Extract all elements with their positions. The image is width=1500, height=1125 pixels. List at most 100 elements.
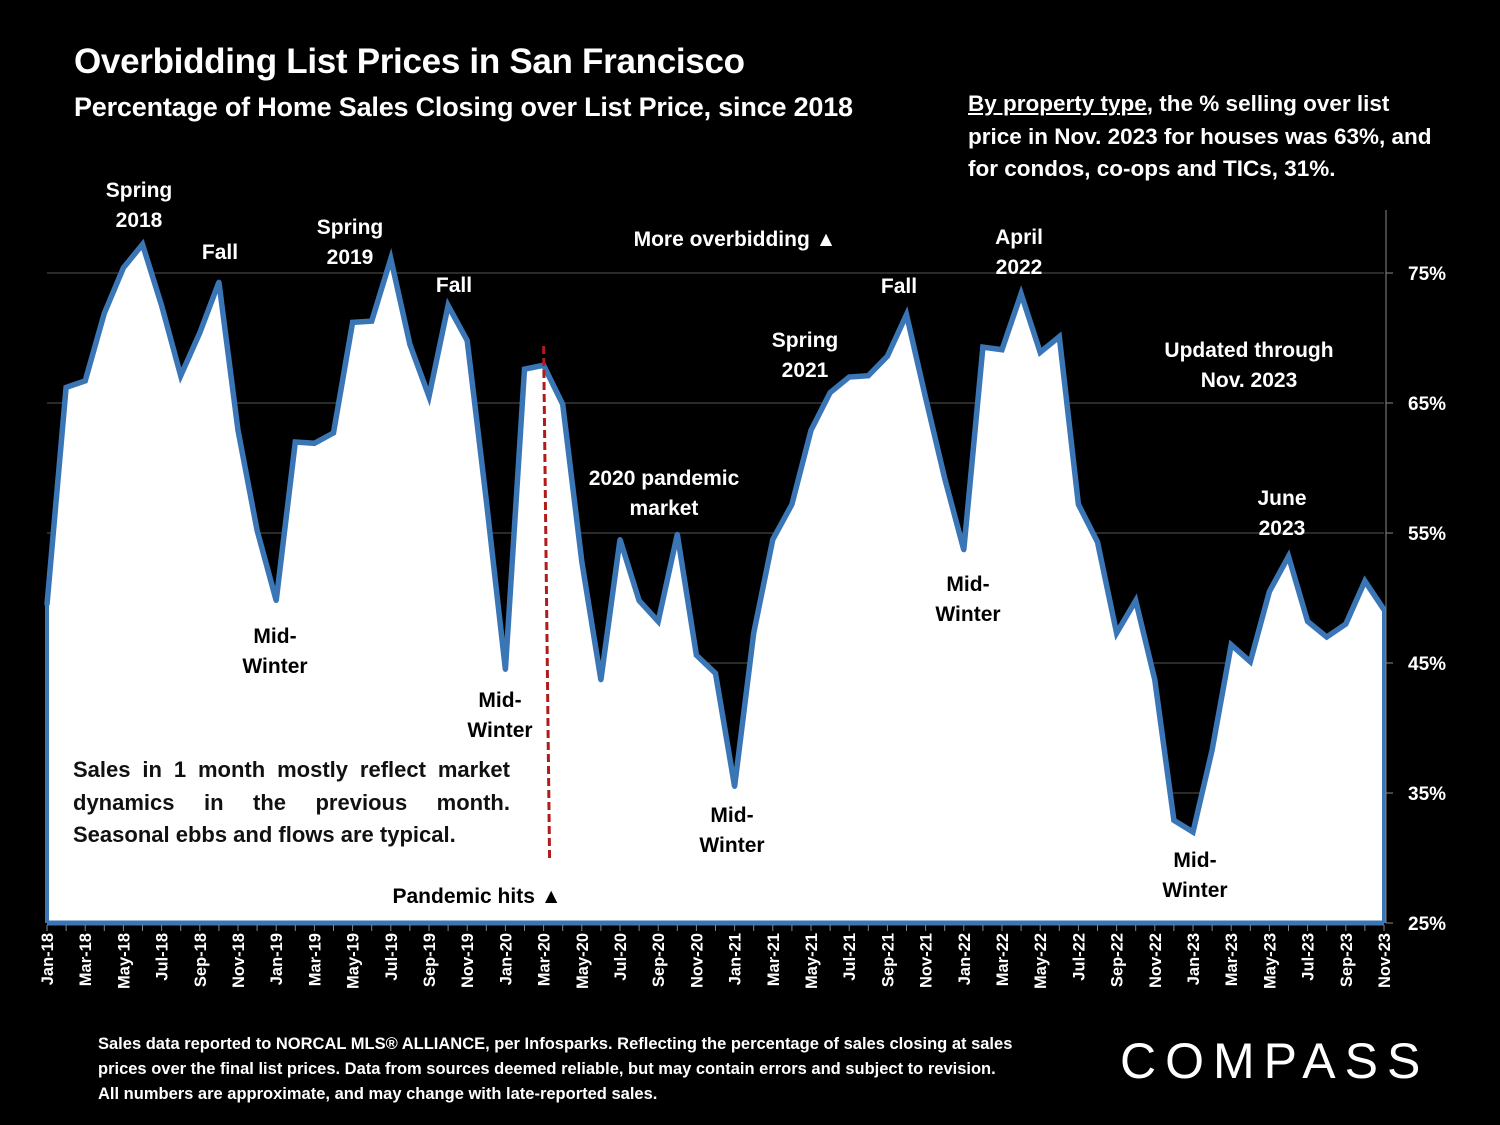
- data-point: [120, 265, 126, 271]
- annotation-april-2022-line: April: [995, 226, 1043, 249]
- y-tick-label: 75%: [1408, 264, 1446, 285]
- x-tick-label: Jul-20: [612, 933, 630, 981]
- annotation-spring-2018: Spring 2018: [106, 176, 173, 236]
- data-point: [1286, 553, 1291, 559]
- x-tick-label: Mar-22: [994, 933, 1012, 986]
- annotation-2020-pandemic-market-line: market: [629, 497, 699, 520]
- x-tick-label: May-22: [1032, 933, 1050, 989]
- data-point: [751, 630, 757, 636]
- data-point: [904, 312, 909, 318]
- area-layer: [44, 238, 1387, 926]
- x-tick-label: Nov-22: [1147, 933, 1165, 988]
- annotation-updated-through-line: Updated through: [1164, 339, 1334, 362]
- annotation-fall-2021-line: Fall: [880, 275, 918, 298]
- data-point: [1228, 642, 1234, 648]
- data-point: [923, 395, 929, 401]
- data-point: [350, 319, 356, 325]
- data-point: [292, 439, 298, 445]
- data-point: [464, 338, 470, 344]
- compass-logo: COMPASS: [1120, 1033, 1430, 1089]
- x-tick-label: Nov-23: [1376, 933, 1394, 988]
- data-point: [732, 784, 738, 789]
- source-footnote: Sales data reported to NORCAL MLS® ALLIA…: [98, 1035, 1013, 1103]
- x-tick-label: May-18: [115, 933, 133, 989]
- annotation-spring-2021-line: 2021: [781, 359, 829, 382]
- annotation-spring-2018-line: 2018: [115, 209, 163, 232]
- x-tick-label: May-21: [803, 933, 821, 989]
- x-tick-label: May-19: [345, 933, 363, 989]
- annotation-midwinter-2023-line: Winter: [1162, 879, 1228, 902]
- data-point: [331, 430, 336, 436]
- data-point: [942, 475, 948, 481]
- data-point: [178, 373, 184, 379]
- data-point: [140, 241, 145, 247]
- data-point: [1133, 598, 1139, 604]
- data-point: [273, 598, 279, 604]
- data-point: [235, 427, 241, 433]
- data-point: [1075, 501, 1081, 507]
- x-tick-label: Nov-19: [459, 933, 477, 988]
- data-point: [674, 531, 680, 537]
- x-tick-label: Sep-18: [192, 933, 210, 987]
- annotation-pandemic-hits: Pandemic hits ▲: [393, 882, 562, 912]
- data-point: [999, 347, 1005, 353]
- x-tick-label: Jul-23: [1300, 933, 1318, 981]
- data-point: [44, 602, 50, 607]
- data-point: [1343, 621, 1349, 627]
- x-tick-label: Jan-22: [956, 933, 974, 985]
- x-tick-label: Sep-22: [1109, 933, 1127, 987]
- x-tick-label: Jan-20: [497, 933, 515, 985]
- y-tick-label: 65%: [1408, 394, 1446, 415]
- data-point: [159, 303, 165, 308]
- x-tick-label: Jan-21: [727, 933, 745, 985]
- data-point: [1209, 747, 1215, 753]
- data-point: [1266, 589, 1272, 594]
- data-point: [197, 330, 203, 336]
- data-point: [1362, 578, 1368, 584]
- data-point: [598, 677, 604, 683]
- x-tick-label: May-20: [574, 933, 592, 989]
- annotation-midwinter-2020-line: Winter: [467, 719, 533, 742]
- x-tick-label: Mar-23: [1223, 933, 1241, 986]
- data-point: [884, 353, 890, 359]
- data-point: [865, 373, 871, 379]
- x-tick-label: Nov-21: [918, 933, 936, 988]
- x-tick-label: Jul-21: [841, 933, 859, 981]
- property-type-note: By property type, the % selling over lis…: [968, 88, 1438, 186]
- y-axis-ticks: 25% 35% 45% 55% 65% 75%: [1386, 264, 1446, 935]
- data-point: [1152, 677, 1158, 683]
- annotation-fall-2021: Fall: [881, 272, 917, 302]
- data-point: [483, 498, 489, 503]
- pandemic-marker-layer: [542, 345, 552, 863]
- annotation-midwinter-2021-line: Winter: [699, 834, 765, 857]
- annotation-midwinter-2022: Mid- Winter: [935, 570, 1000, 630]
- x-tick-label: Jan-19: [268, 933, 286, 985]
- annotation-spring-2019-line: 2019: [326, 246, 374, 269]
- annotation-midwinter-2019: Mid- Winter: [242, 622, 307, 682]
- annotation-2020-pandemic-market-line: 2020 pandemic: [588, 467, 740, 490]
- annotation-2020-pandemic-market: 2020 pandemic market: [589, 464, 740, 524]
- data-point: [827, 390, 833, 396]
- annotation-updated-through-line: Nov. 2023: [1200, 369, 1298, 392]
- x-tick-label: Sep-23: [1338, 933, 1356, 987]
- x-tick-label: Sep-20: [650, 933, 668, 987]
- annotation-fall-2018: Fall: [202, 238, 238, 268]
- annotation-fall-2019: Fall: [436, 271, 472, 301]
- annotation-midwinter-2019-line: Winter: [242, 655, 308, 678]
- annotation-updated-through: Updated through Nov. 2023: [1164, 336, 1333, 396]
- data-point: [445, 303, 451, 308]
- data-point: [846, 374, 852, 380]
- x-tick-label: Sep-19: [421, 933, 439, 987]
- data-point: [388, 256, 394, 262]
- data-point: [1247, 659, 1253, 665]
- data-point: [961, 547, 967, 553]
- data-point: [1305, 618, 1311, 624]
- x-tick-label: Mar-20: [536, 933, 554, 986]
- data-point: [808, 427, 814, 433]
- data-point: [1018, 291, 1024, 297]
- data-point: [216, 279, 222, 285]
- annotation-more-overbidding-line: More overbidding ▲: [633, 228, 837, 251]
- data-point: [369, 318, 375, 324]
- data-point: [655, 618, 661, 624]
